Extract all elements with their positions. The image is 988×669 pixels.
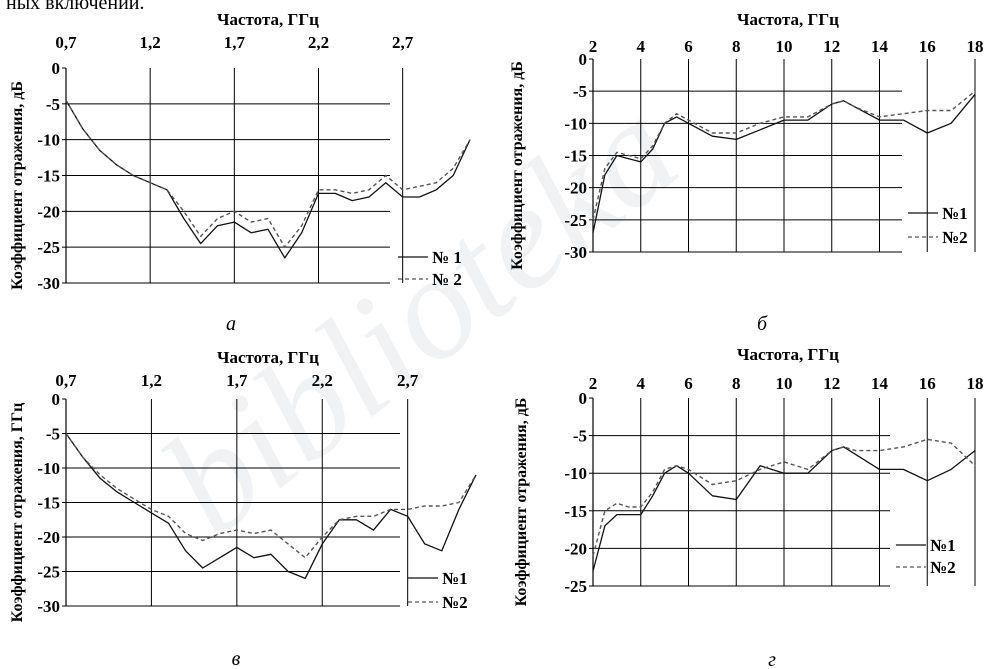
x-tick-label: 1,2 bbox=[141, 371, 162, 390]
series-line-solid bbox=[592, 446, 976, 572]
x-axis-label: Частота, ГГц bbox=[217, 348, 319, 367]
x-tick-label: 1,2 bbox=[140, 33, 161, 52]
y-tick-label: 0 bbox=[52, 390, 61, 409]
y-tick-label: -15 bbox=[564, 502, 587, 521]
y-tick-label: -5 bbox=[46, 425, 60, 444]
y-tick-label: -15 bbox=[37, 167, 60, 186]
panel-caption: в bbox=[232, 648, 241, 669]
x-tick-label: 4 bbox=[637, 374, 646, 393]
y-tick-label: -25 bbox=[37, 238, 60, 257]
y-tick-label: -5 bbox=[46, 95, 60, 114]
legend-label: № 2 bbox=[432, 270, 462, 289]
x-tick-label: 12 bbox=[823, 374, 840, 393]
x-tick-label: 1,7 bbox=[224, 33, 246, 52]
x-tick-label: 16 bbox=[919, 37, 936, 56]
y-tick-label: -25 bbox=[564, 211, 587, 230]
y-tick-label: -20 bbox=[564, 179, 587, 198]
chart-3: 0,7 1,2 1,7 2,2 2,7 0 -5 -10 -15 -20 -25 -30 Частота… bbox=[9, 348, 477, 669]
x-tick-label: 2,2 bbox=[312, 371, 333, 390]
x-tick-label: 1,7 bbox=[226, 371, 248, 390]
y-tick-label: -25 bbox=[564, 577, 587, 596]
y-tick-label: -10 bbox=[564, 114, 587, 133]
series-line-dashed bbox=[592, 438, 976, 557]
x-tick-label: 6 bbox=[684, 374, 693, 393]
legend-label: № 1 bbox=[432, 248, 462, 267]
legend-label: №2 bbox=[942, 228, 968, 247]
x-tick-label: 8 bbox=[732, 374, 741, 393]
y-tick-label: 0 bbox=[579, 50, 588, 69]
legend-label: №2 bbox=[930, 558, 956, 577]
legend-label: №1 bbox=[930, 536, 956, 555]
y-tick-label: -10 bbox=[564, 464, 587, 483]
x-tick-label: 0,7 bbox=[55, 371, 77, 390]
y-tick-label: -10 bbox=[37, 131, 60, 150]
x-tick-label: 2,2 bbox=[308, 33, 329, 52]
y-axis-label: Коэффициент отражения, дБ bbox=[513, 398, 530, 607]
top-text: ных включений. bbox=[6, 0, 145, 14]
x-tick-label: 10 bbox=[776, 374, 793, 393]
x-tick-label: 2,7 bbox=[397, 371, 419, 390]
x-tick-label: 10 bbox=[776, 37, 793, 56]
legend-label: №2 bbox=[442, 593, 468, 612]
x-tick-label: 18 bbox=[967, 37, 984, 56]
series-line-dashed bbox=[65, 99, 471, 248]
panel-caption: б bbox=[757, 313, 768, 335]
series-line-dashed bbox=[592, 90, 976, 220]
x-tick-label: 4 bbox=[637, 37, 646, 56]
legend-label: №1 bbox=[442, 569, 468, 588]
y-tick-label: -30 bbox=[37, 274, 60, 293]
chart-1: 0,7 1,2 1,7 2,2 2,7 0 -5 -10 -15 -20 -25 -30 Частота… bbox=[9, 10, 471, 335]
y-tick-label: -20 bbox=[564, 539, 587, 558]
x-tick-label: 18 bbox=[967, 374, 984, 393]
y-tick-label: -10 bbox=[37, 459, 60, 478]
y-tick-label: -15 bbox=[564, 147, 587, 166]
x-tick-label: 16 bbox=[919, 374, 936, 393]
x-axis-label: Частота, ГГц bbox=[737, 10, 839, 29]
x-tick-label: 2 bbox=[589, 37, 598, 56]
series-line-solid bbox=[65, 99, 471, 259]
y-tick-label: 0 bbox=[52, 59, 61, 78]
x-tick-label: 8 bbox=[732, 37, 741, 56]
series-line-dashed bbox=[65, 433, 477, 559]
series-line-solid bbox=[592, 93, 976, 233]
panel-caption: а bbox=[226, 313, 236, 335]
legend-label: №1 bbox=[942, 204, 968, 223]
y-tick-label: -15 bbox=[37, 494, 60, 513]
y-tick-label: -5 bbox=[573, 427, 587, 446]
chart-2: 2 4 6 8 10 12 14 16 18 0 -5 -10 -15 -20 -25 -30 Частота,… bbox=[509, 10, 984, 335]
y-axis-label: Коэффициент отражения, ГГц bbox=[9, 403, 26, 623]
y-axis-label: Коэффициент отражения, дБ bbox=[9, 81, 26, 290]
x-tick-label: 0,7 bbox=[55, 33, 77, 52]
chart-4: 2 4 6 8 10 12 14 16 18 0 -5 -10 -15 -20 -25 Частота, ГГ… bbox=[513, 345, 984, 669]
x-axis-label: Частота, ГГц bbox=[217, 10, 319, 29]
x-axis-label: Частота, ГГц bbox=[737, 345, 839, 364]
y-axis-label: Коэффициент отражения, дБ bbox=[509, 61, 526, 270]
x-tick-label: 12 bbox=[823, 37, 840, 56]
x-tick-label: 14 bbox=[871, 374, 889, 393]
x-tick-label: 2 bbox=[589, 374, 598, 393]
x-tick-label: 6 bbox=[684, 37, 693, 56]
y-tick-label: 0 bbox=[579, 389, 588, 408]
series-line-solid bbox=[65, 433, 477, 580]
y-tick-label: -20 bbox=[37, 528, 60, 547]
panel-caption: г bbox=[768, 649, 776, 669]
y-tick-label: -25 bbox=[37, 563, 60, 582]
y-tick-label: -30 bbox=[37, 597, 60, 616]
y-tick-label: -20 bbox=[37, 202, 60, 221]
x-tick-label: 2,7 bbox=[392, 33, 414, 52]
y-tick-label: -5 bbox=[573, 82, 587, 101]
x-tick-label: 14 bbox=[871, 37, 889, 56]
y-tick-label: -30 bbox=[564, 243, 587, 262]
